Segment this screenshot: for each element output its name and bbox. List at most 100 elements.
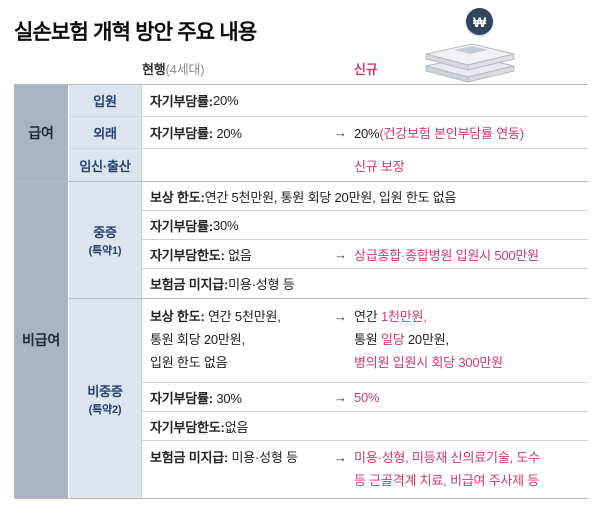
new-line-1-red: 1천만원, (380, 309, 427, 324)
cell-pregnancy: 신규 보장 (142, 149, 588, 181)
current-value: 보상 한도: 연간 5천만원, 통원 회당 20만원, 입원 한도 없음 (150, 305, 334, 374)
field-key: 자기부담률: (150, 126, 213, 141)
new-line-1: 미용·성형, 미등재 신의료기술, 도수 (354, 450, 540, 465)
row-nonsevere-rate: 자기부담률: 30% → 50% (142, 383, 588, 412)
column-headers: 현행(4세대) 신규 (14, 60, 588, 78)
new-value-red: (건강보험 본인부담률 연동) (379, 126, 524, 141)
new-value-dark: 20% (354, 126, 380, 141)
row-pregnancy: 임신·출산 신규 보장 (69, 149, 588, 181)
subgroup-label-sub: (특약1) (88, 245, 122, 257)
col-header-current-label: 현행 (142, 62, 166, 77)
col-header-current: 현행(4세대) (142, 59, 334, 78)
current-value: 자기부담한도: 없음 (150, 245, 334, 264)
subgroup-nonsevere-rows: 보상 한도: 연간 5천만원, 통원 회당 20만원, 입원 한도 없음 → 연… (142, 299, 588, 498)
new-value-red: 상급종합·종합병원 입원시 500만원 (354, 247, 539, 263)
row-outpatient: 외래 자기부담률: 20% → 20%(건강보험 본인부담률 연동) (69, 117, 588, 149)
current-line-1: 보상 한도: 연간 5천만원, (150, 305, 334, 328)
field-key: 보험금 미지급: (150, 450, 229, 465)
current-line-2: 통원 회당 20만원, (150, 332, 245, 347)
field-key: 자기부담률: (150, 218, 213, 234)
cell-inpatient: 자기부담률: 20% (142, 85, 588, 116)
arrow-icon: → (334, 125, 347, 140)
new-line-2: 통원 일당 20만원, (354, 328, 588, 351)
arrow-icon: → (334, 450, 347, 465)
cell-nonsevere-limit: 보상 한도: 연간 5천만원, 통원 회당 20만원, 입원 한도 없음 → 연… (142, 299, 588, 382)
field-value: 20% (212, 93, 239, 108)
col-header-current-sub: (4세대) (165, 62, 205, 77)
new-value: 20%(건강보험 본인부담률 연동) (354, 123, 588, 142)
row-label-text: 임신·출산 (79, 158, 131, 174)
group-nonbenefit: 비급여 중증 (특약1) 보상 한도: 연간 5천만원, 통원 회당 20만원, … (14, 181, 588, 498)
subgroup-severe-rows: 보상 한도: 연간 5천만원, 통원 회당 20만원, 입원 한도 없음 자기부… (142, 182, 588, 298)
row-severe-cap: 자기부담한도: 없음 → 상급종합·종합병원 입원시 500만원 (142, 240, 588, 269)
field-key: 보상 한도: (150, 189, 205, 205)
cell-nonsevere-cap: 자기부담한도: 없음 (142, 412, 588, 440)
arrow-icon: → (334, 309, 347, 324)
field-value: 30% (212, 217, 239, 233)
row-severe-exclusion: 보험금 미지급: 미용·성형 등 (142, 269, 588, 298)
row-label-outpatient: 외래 (69, 117, 142, 148)
cell-outpatient: 자기부담률: 20% → 20%(건강보험 본인부담률 연동) (142, 117, 588, 148)
subgroup-label-text: 중증 (93, 225, 117, 240)
row-severe-rate: 자기부담률: 30% (142, 211, 588, 240)
field-value: 연간 5천만원, (204, 309, 281, 324)
field-value: 20% (212, 126, 242, 141)
new-line-3: 병의원 입원시 회당 300만원 (354, 355, 503, 370)
new-line-2: 등 근골격계 치료, 비급여 주사제 등 (354, 473, 540, 488)
row-label-pregnancy: 임신·출산 (69, 149, 142, 181)
subgroup-label-text: 비중증 (87, 383, 123, 399)
won-coin-icon: ₩ (466, 8, 493, 35)
row-label-text: 외래 (93, 126, 117, 141)
row-nonsevere-cap: 자기부담한도: 없음 (142, 412, 588, 441)
cell-severe-cap: 자기부담한도: 없음 → 상급종합·종합병원 입원시 500만원 (142, 240, 588, 268)
col-header-new: 신규 (354, 62, 378, 77)
row-severe-limit: 보상 한도: 연간 5천만원, 통원 회당 20만원, 입원 한도 없음 (142, 182, 588, 211)
new-line-1-dark: 연간 (354, 309, 381, 324)
group-label-benefit: 급여 (14, 85, 69, 181)
field-key: 자기부담률: (150, 390, 213, 406)
row-label-text: 입원 (93, 94, 117, 109)
new-value-red: 50% (354, 389, 380, 405)
group-benefit: 급여 입원 자기부담률: 20% 외래 자기부담률: 20% → 20%(건강보… (14, 85, 588, 181)
row-nonsevere-limit: 보상 한도: 연간 5천만원, 통원 회당 20만원, 입원 한도 없음 → 연… (142, 299, 588, 383)
new-line-2-red: 일당 (380, 332, 405, 347)
subgroup-severe: 중증 (특약1) 보상 한도: 연간 5천만원, 통원 회당 20만원, 입원 한… (69, 182, 588, 298)
field-key: 보상 한도: (150, 309, 205, 324)
subgroup-nonsevere: 비중증 (특약2) 보상 한도: 연간 5천만원, 통원 회당 20만원, 입원 … (69, 298, 588, 498)
field-key: 자기부담률: (150, 94, 213, 109)
new-value: 미용·성형, 미등재 신의료기술, 도수 등 근골격계 치료, 비급여 주사제 … (354, 446, 588, 492)
current-value: 자기부담률: 30% (150, 388, 334, 407)
group-benefit-body: 입원 자기부담률: 20% 외래 자기부담률: 20% → 20%(건강보험 본… (69, 85, 588, 181)
group-nonbenefit-body: 중증 (특약1) 보상 한도: 연간 5천만원, 통원 회당 20만원, 입원 한… (69, 182, 588, 498)
row-nonsevere-exclusion: 보험금 미지급: 미용·성형 등 → 미용·성형, 미등재 신의료기술, 도수 … (142, 441, 588, 498)
subgroup-label-sub: (특약2) (88, 403, 122, 416)
group-label-nonbenefit: 비급여 (14, 182, 69, 498)
subgroup-label-severe: 중증 (특약1) (69, 182, 142, 298)
row-label-inpatient: 입원 (69, 85, 142, 116)
field-value: 없음 (224, 247, 252, 263)
field-value: 미용·성형 등 (228, 450, 299, 465)
reform-table: 급여 입원 자기부담률: 20% 외래 자기부담률: 20% → 20%(건강보… (14, 84, 588, 499)
row-inpatient: 입원 자기부담률: 20% (69, 85, 588, 117)
cell-severe-exclusion: 보험금 미지급: 미용·성형 등 (142, 269, 588, 298)
field-value: 30% (212, 390, 242, 406)
current-line-1: 보험금 미지급: 미용·성형 등 (150, 446, 334, 469)
new-line-1: 연간 1천만원, (354, 305, 588, 328)
field-key: 자기부담한도: (150, 419, 225, 435)
new-value: 연간 1천만원, 통원 일당 20만원, 병의원 입원시 회당 300만원 (354, 305, 588, 374)
money-icon: ₩ (420, 4, 520, 90)
cell-severe-limit: 보상 한도: 연간 5천만원, 통원 회당 20만원, 입원 한도 없음 (142, 182, 588, 210)
field-value: 연간 5천만원, 통원 회당 20만원, 입원 한도 없음 (204, 189, 457, 205)
new-value-red: 신규 보장 (354, 158, 405, 174)
field-value: 없음 (224, 419, 249, 435)
page-title: 실손보험 개혁 방안 주요 내용 (14, 21, 257, 44)
field-value: 미용·성형 등 (228, 277, 295, 292)
banknotes-icon (425, 43, 515, 83)
field-key: 보험금 미지급: (150, 277, 229, 292)
new-line-2-dark1: 통원 (354, 332, 381, 347)
new-line-2-dark2: 20만원, (404, 332, 449, 347)
subgroup-label-nonsevere: 비중증 (특약2) (69, 299, 142, 498)
cell-severe-rate: 자기부담률: 30% (142, 211, 588, 239)
current-line-3: 입원 한도 없음 (150, 355, 228, 370)
